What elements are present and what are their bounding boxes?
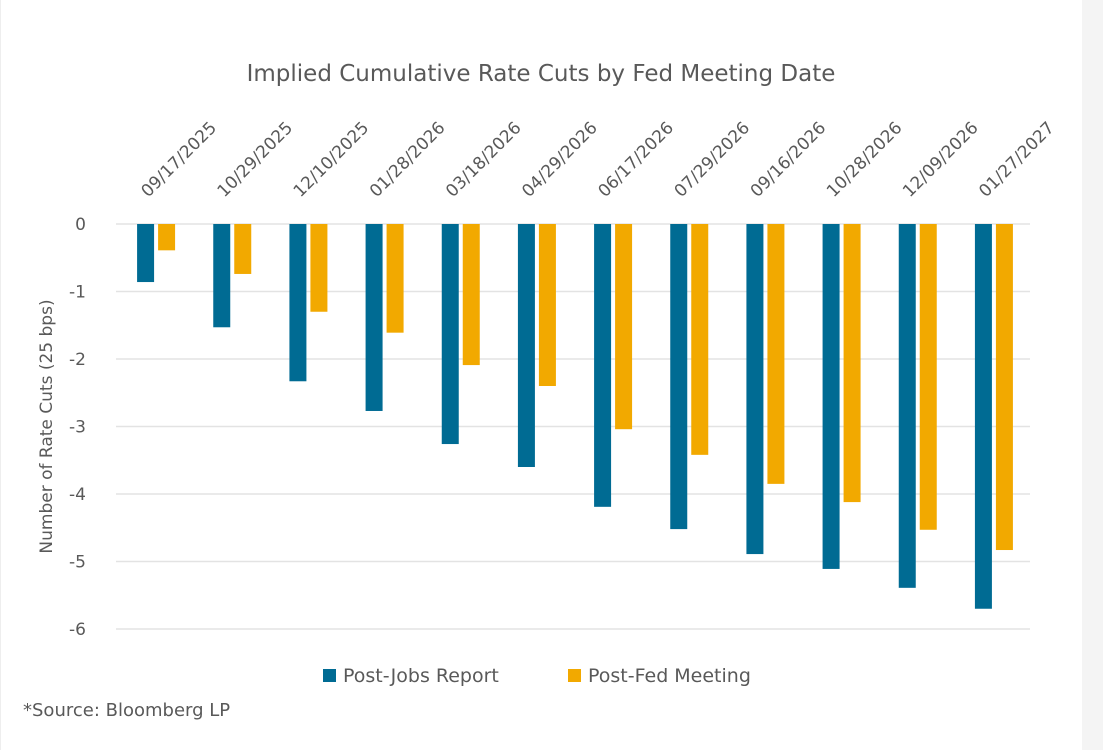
legend-swatch	[568, 669, 581, 682]
x-tick-label: 12/10/2025	[290, 118, 373, 201]
y-tick-label: -6	[69, 620, 86, 640]
bar-post-jobs-report	[670, 224, 688, 530]
bar-post-jobs-report	[517, 224, 535, 467]
bar-post-fed-meeting	[995, 224, 1013, 551]
x-tick-label: 01/27/2027	[975, 118, 1058, 201]
x-tick-label: 09/16/2026	[747, 118, 830, 201]
x-axis-ticks: 09/17/202510/29/202512/10/202501/28/2026…	[137, 118, 1058, 201]
legend-swatch	[323, 669, 336, 682]
x-tick-label: 07/29/2026	[671, 118, 754, 201]
y-tick-label: -5	[69, 553, 86, 573]
legend-label: Post-Jobs Report	[343, 665, 499, 687]
bar-post-jobs-report	[898, 224, 916, 588]
bars	[137, 224, 1013, 609]
legend-label: Post-Fed Meeting	[588, 665, 751, 687]
bar-post-jobs-report	[822, 224, 840, 569]
x-tick-label: 06/17/2026	[594, 118, 677, 201]
bar-post-fed-meeting	[615, 224, 633, 430]
bar-post-jobs-report	[289, 224, 307, 382]
source-note: *Source: Bloomberg LP	[23, 700, 231, 721]
x-tick-label: 01/28/2026	[366, 118, 449, 201]
y-axis-label: Number of Rate Cuts (25 bps)	[37, 299, 57, 553]
x-tick-label: 09/17/2025	[137, 118, 220, 201]
y-tick-label: 0	[75, 215, 86, 235]
bar-post-fed-meeting	[767, 224, 785, 484]
gridlines	[116, 223, 1030, 630]
y-tick-label: -2	[69, 350, 86, 370]
bar-post-jobs-report	[137, 224, 155, 283]
x-tick-label: 10/29/2025	[214, 118, 297, 201]
bar-post-fed-meeting	[158, 224, 176, 251]
bar-post-fed-meeting	[843, 224, 861, 503]
bar-post-jobs-report	[365, 224, 383, 411]
legend: Post-Jobs Report Post-Fed Meeting	[323, 665, 751, 687]
bar-post-jobs-report	[974, 224, 992, 609]
bar-post-jobs-report	[594, 224, 612, 507]
bar-post-fed-meeting	[919, 224, 937, 530]
bar-post-jobs-report	[746, 224, 764, 555]
y-tick-label: -1	[69, 283, 86, 303]
left-border	[0, 0, 1, 750]
bar-post-fed-meeting	[462, 224, 480, 366]
x-tick-label: 03/18/2026	[442, 118, 525, 201]
y-tick-label: -4	[69, 485, 86, 505]
bar-post-fed-meeting	[691, 224, 709, 455]
bar-post-jobs-report	[213, 224, 231, 328]
bar-post-jobs-report	[441, 224, 459, 445]
y-axis-ticks: 0 -1 -2 -3 -4 -5 -6	[69, 215, 86, 640]
x-tick-label: 04/29/2026	[518, 118, 601, 201]
bar-post-fed-meeting	[386, 224, 404, 333]
x-tick-label: 10/28/2026	[823, 118, 906, 201]
bar-post-fed-meeting	[538, 224, 556, 386]
bar-post-fed-meeting	[234, 224, 252, 274]
x-tick-label: 12/09/2026	[899, 118, 982, 201]
y-tick-label: -3	[69, 418, 86, 438]
chart-title: Implied Cumulative Rate Cuts by Fed Meet…	[247, 61, 836, 87]
right-margin-strip	[1082, 0, 1103, 750]
bar-post-fed-meeting	[310, 224, 328, 312]
